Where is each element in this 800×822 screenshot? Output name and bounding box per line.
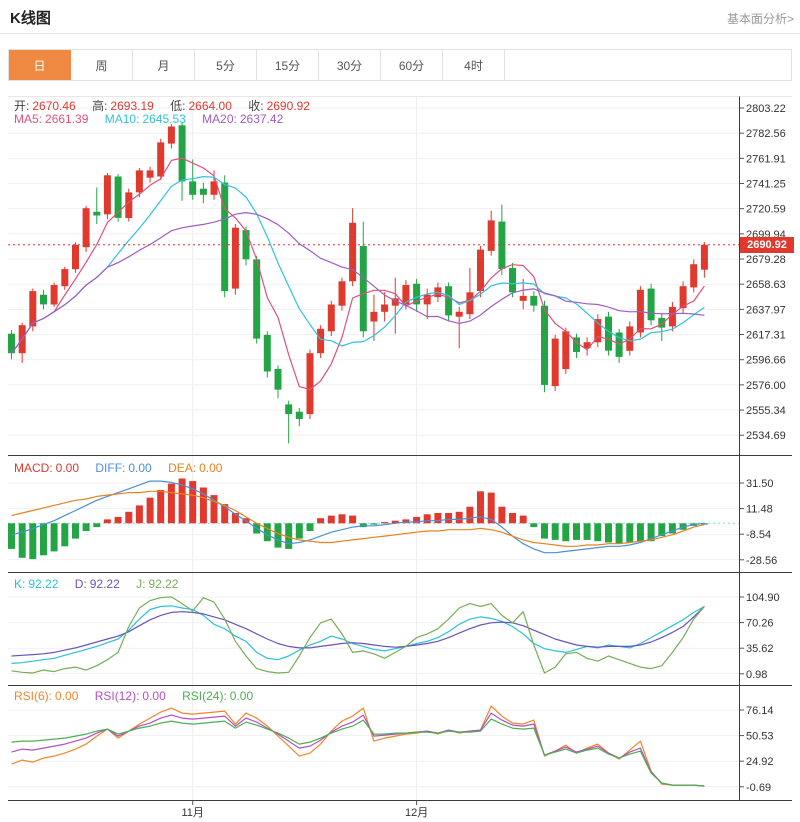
current-price-badge: 2690.92	[740, 237, 794, 253]
macd-diff-line	[11, 480, 705, 554]
tab-week[interactable]: 周	[71, 50, 133, 80]
tab-min60[interactable]: 60分	[381, 50, 443, 80]
svg-text:50.53: 50.53	[746, 731, 774, 743]
plot-borders	[8, 96, 792, 800]
svg-text:2679.28: 2679.28	[746, 254, 786, 266]
rsi24-line	[11, 718, 705, 787]
svg-text:2596.66: 2596.66	[746, 355, 786, 367]
svg-text:2658.63: 2658.63	[746, 279, 786, 291]
svg-text:12月: 12月	[405, 807, 428, 819]
svg-text:2803.22: 2803.22	[746, 103, 786, 115]
svg-text:2741.25: 2741.25	[746, 179, 786, 191]
interval-tabs: 日周月 5分 15分 30分 60分 4时	[8, 49, 792, 81]
svg-text:2555.34: 2555.34	[746, 405, 786, 417]
svg-text:-0.69: -0.69	[746, 782, 771, 794]
svg-text:2782.56: 2782.56	[746, 128, 786, 140]
svg-text:11月: 11月	[182, 807, 204, 819]
x-axis-labels: 11月 12月	[182, 800, 428, 819]
ma5-line	[11, 157, 705, 391]
header-divider	[0, 33, 800, 34]
svg-text:70.26: 70.26	[746, 618, 774, 630]
svg-text:2761.91: 2761.91	[746, 153, 786, 165]
ma20-line	[11, 212, 705, 354]
main-axis: 2803.222782.562761.912741.252720.592699.…	[8, 103, 786, 442]
svg-text:2637.97: 2637.97	[746, 304, 786, 316]
svg-text:35.62: 35.62	[746, 643, 774, 655]
kdj-j-line	[11, 596, 705, 674]
tab-h4[interactable]: 4时	[443, 50, 505, 80]
svg-text:2576.00: 2576.00	[746, 380, 786, 392]
svg-text:2720.59: 2720.59	[746, 204, 786, 216]
svg-text:0.98: 0.98	[746, 669, 767, 681]
page-title: K线图	[10, 10, 51, 27]
ma10-line	[11, 176, 705, 354]
svg-text:-8.54: -8.54	[746, 529, 771, 541]
svg-text:2617.31: 2617.31	[746, 330, 786, 342]
svg-text:76.14: 76.14	[746, 705, 774, 717]
svg-text:2534.69: 2534.69	[746, 430, 786, 442]
macd-histogram	[8, 478, 739, 560]
fundamental-analysis-link[interactable]: 基本面分析>	[726, 12, 794, 26]
tab-min5[interactable]: 5分	[195, 50, 257, 80]
tab-day[interactable]: 日	[9, 50, 71, 80]
svg-text:-28.56: -28.56	[746, 555, 777, 567]
candlesticks	[8, 122, 708, 444]
panel-separators	[8, 96, 792, 801]
svg-text:24.92: 24.92	[746, 756, 774, 768]
svg-text:11.48: 11.48	[746, 504, 773, 516]
kdj-d-line	[11, 606, 705, 657]
kdj-axis: 104.90 70.26 35.62 0.98	[8, 592, 780, 681]
macd-dea-line	[11, 490, 705, 547]
tab-min30[interactable]: 30分	[319, 50, 381, 80]
svg-text:104.90: 104.90	[746, 592, 780, 604]
tab-month[interactable]: 月	[133, 50, 195, 80]
tab-min15[interactable]: 15分	[257, 50, 319, 80]
svg-text:31.50: 31.50	[746, 478, 774, 490]
